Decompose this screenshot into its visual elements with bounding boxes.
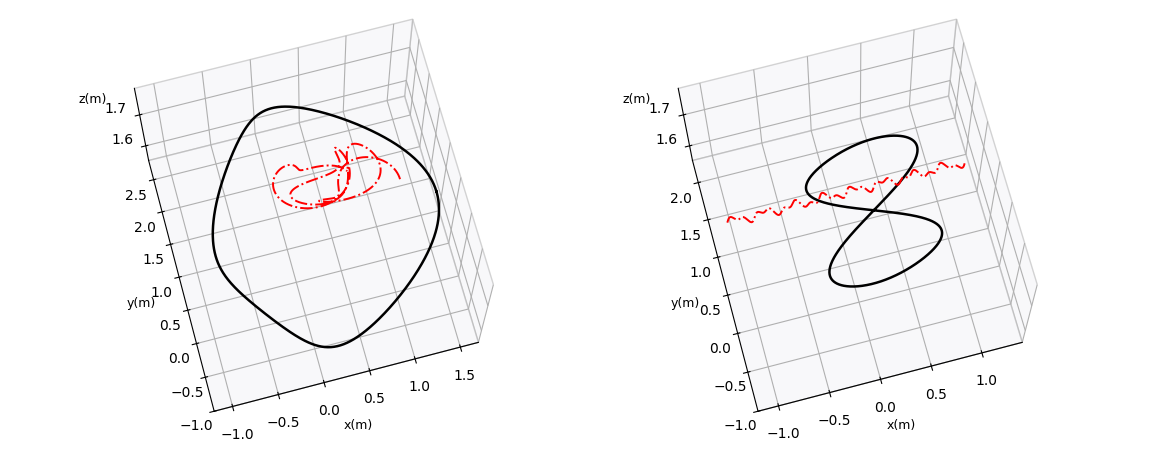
Y-axis label: y(m): y(m) (671, 297, 700, 310)
Y-axis label: y(m): y(m) (127, 297, 156, 310)
X-axis label: x(m): x(m) (887, 418, 916, 432)
X-axis label: x(m): x(m) (343, 418, 372, 432)
